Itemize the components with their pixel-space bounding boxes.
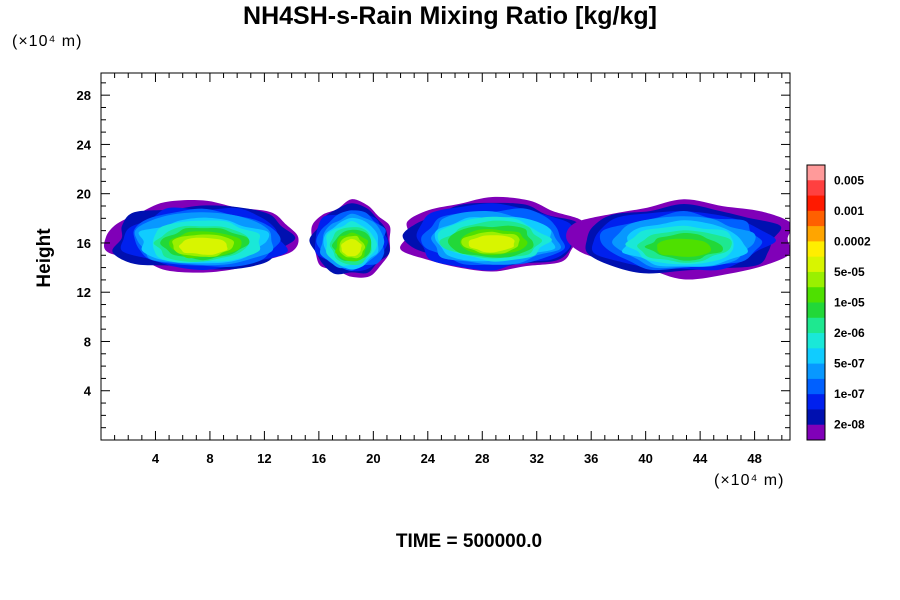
y-tick-label: 24 — [77, 137, 92, 152]
colorbar-label: 0.0002 — [834, 234, 871, 248]
colorbar-swatch — [807, 210, 825, 227]
colorbar-swatch — [807, 256, 825, 273]
x-tick-label: 32 — [529, 451, 543, 466]
colorbar-swatch — [807, 180, 825, 196]
y-axis-unit: (×10⁴ m) — [12, 33, 83, 50]
colorbar-swatch — [807, 409, 825, 426]
x-tick-label: 20 — [366, 451, 380, 466]
x-tick-label: 44 — [693, 451, 708, 466]
x-axis-unit: (×10⁴ m) — [714, 472, 785, 489]
colorbar-swatch — [807, 226, 825, 242]
colorbar-label: 5e-05 — [834, 265, 865, 279]
colorbar-swatch — [807, 165, 825, 181]
x-tick-label: 4 — [152, 451, 160, 466]
x-tick-label: 28 — [475, 451, 489, 466]
y-tick-label: 4 — [84, 384, 92, 399]
y-axis: 4 8 12 16 20 24 28 — [77, 82, 790, 429]
colorbar-swatch — [807, 241, 825, 258]
y-tick-label: 8 — [84, 334, 91, 349]
x-tick-label: 36 — [584, 451, 598, 466]
colorbar-swatch — [807, 333, 825, 349]
x-tick-label: 48 — [747, 451, 761, 466]
colorbar-label: 1e-05 — [834, 296, 865, 310]
x-tick-label: 40 — [638, 451, 652, 466]
colorbar-swatch — [807, 195, 825, 212]
contour-band — [657, 238, 712, 257]
colorbar-swatch — [807, 394, 825, 410]
colorbar: 0.005 0.001 0.0002 5e-05 1e-05 2e-06 5e-07 1e-0… — [806, 164, 871, 441]
colorbar-swatch — [807, 363, 825, 380]
colorbar-label: 0.005 — [834, 173, 864, 187]
y-axis-label: Height — [34, 228, 55, 288]
colorbar-swatch — [807, 302, 825, 319]
colorbar-swatch — [807, 317, 825, 334]
y-tick-label: 20 — [77, 187, 91, 202]
contour-band — [178, 237, 228, 255]
x-axis: 4 8 12 16 20 24 28 32 36 40 44 48 — [114, 73, 783, 466]
colorbar-swatch — [807, 271, 825, 288]
colorbar-swatch — [807, 348, 825, 365]
colorbar-frame — [806, 164, 826, 441]
y-tick-label: 16 — [77, 236, 91, 251]
x-tick-label: 16 — [312, 451, 326, 466]
colorbar-label: 2e-06 — [834, 326, 865, 340]
colorbar-label: 0.001 — [834, 204, 864, 218]
colorbar-swatch — [807, 378, 825, 395]
contour-band — [341, 238, 362, 257]
x-tick-label: 12 — [257, 451, 271, 466]
colorbar-label: 1e-07 — [834, 387, 865, 401]
time-label: TIME = 500000.0 — [395, 531, 543, 552]
chart-title: NH4SH-s-Rain Mixing Ratio [kg/kg] — [243, 2, 657, 30]
contour-field — [103, 196, 790, 280]
colorbar-label: 2e-08 — [834, 418, 865, 432]
x-tick-label: 24 — [421, 451, 436, 466]
colorbar-swatch — [807, 287, 825, 303]
colorbar-label: 5e-07 — [834, 357, 865, 371]
y-tick-label: 28 — [77, 88, 91, 103]
plot-frame — [100, 72, 791, 441]
colorbar-swatch — [807, 424, 825, 441]
y-tick-label: 12 — [77, 285, 91, 300]
x-tick-label: 8 — [206, 451, 213, 466]
contour-band — [468, 235, 515, 253]
